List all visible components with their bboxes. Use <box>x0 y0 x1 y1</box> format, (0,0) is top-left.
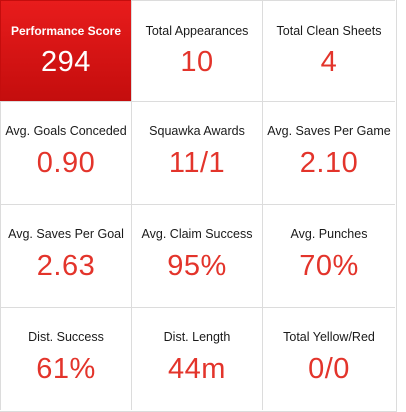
stat-label: Avg. Saves Per Goal <box>8 227 124 241</box>
stat-value: 294 <box>41 46 91 78</box>
stat-label: Performance Score <box>10 24 122 38</box>
stat-value: 0.90 <box>36 147 96 179</box>
stat-value: 10 <box>180 46 214 78</box>
stat-tile-avg-saves-per-game: Avg. Saves Per Game 2.10 <box>262 101 395 204</box>
stat-tile-total-appearances: Total Appearances 10 <box>131 0 262 101</box>
stat-label: Total Yellow/Red <box>283 330 375 344</box>
stat-label: Squawka Awards <box>149 124 245 138</box>
stat-tile-dist-length: Dist. Length 44m <box>131 307 262 410</box>
stat-tile-performance-score: Performance Score 294 <box>0 0 131 101</box>
stat-tile-squawka-awards: Squawka Awards 11/1 <box>131 101 262 204</box>
stat-value: 95% <box>167 250 227 282</box>
stat-label: Avg. Punches <box>290 227 368 241</box>
stat-value: 2.63 <box>36 250 96 282</box>
stat-tile-avg-claim-success: Avg. Claim Success 95% <box>131 204 262 307</box>
stat-label: Avg. Claim Success <box>141 227 253 241</box>
stat-label: Avg. Goals Conceded <box>5 124 127 138</box>
stat-label: Total Clean Sheets <box>276 24 382 38</box>
stat-tile-dist-success: Dist. Success 61% <box>0 307 131 410</box>
stat-tile-avg-saves-per-goal: Avg. Saves Per Goal 2.63 <box>0 204 131 307</box>
stat-tile-total-clean-sheets: Total Clean Sheets 4 <box>262 0 395 101</box>
stat-label: Dist. Success <box>28 330 104 344</box>
stat-value: 4 <box>320 46 338 78</box>
stat-label: Dist. Length <box>163 330 231 344</box>
stat-label: Total Appearances <box>145 24 249 38</box>
stat-value: 11/1 <box>168 147 226 179</box>
stat-tile-avg-punches: Avg. Punches 70% <box>262 204 395 307</box>
stats-grid: Performance Score 294 Total Appearances … <box>0 0 397 412</box>
stat-value: 44m <box>168 353 226 385</box>
stat-tile-avg-goals-conceded: Avg. Goals Conceded 0.90 <box>0 101 131 204</box>
stat-value: 61% <box>36 353 96 385</box>
stat-value: 70% <box>299 250 359 282</box>
stat-label: Avg. Saves Per Game <box>267 124 391 138</box>
stat-value: 0/0 <box>308 353 350 385</box>
stat-value: 2.10 <box>299 147 359 179</box>
stat-tile-total-yellow-red: Total Yellow/Red 0/0 <box>262 307 395 410</box>
